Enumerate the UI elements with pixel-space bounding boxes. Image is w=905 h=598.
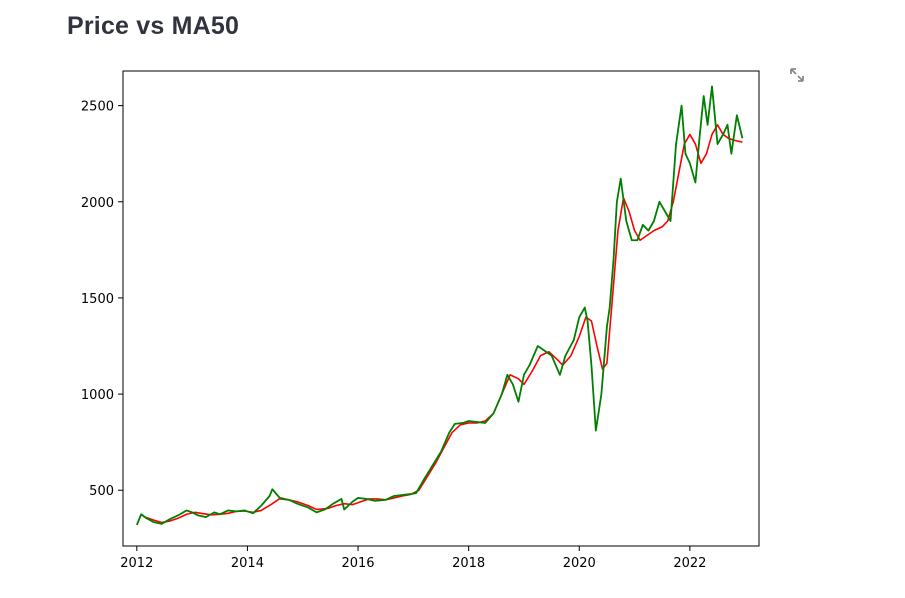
- y-tick-label: 2000: [81, 196, 114, 211]
- y-tick-label: 1500: [81, 292, 114, 307]
- x-tick-label: 2016: [341, 556, 374, 571]
- plot-frame: [122, 70, 760, 547]
- x-axis: 2012 2014 2016 2018 2020 2022: [120, 546, 706, 571]
- series-line-ma50: [144, 124, 743, 524]
- x-tick-label: 2018: [452, 556, 485, 571]
- y-tick-label: 1000: [81, 388, 114, 403]
- y-tick-label: 500: [89, 484, 114, 499]
- series-line-price: [135, 85, 744, 526]
- series-layer: [135, 85, 744, 526]
- page-title: Price vs MA50: [67, 12, 240, 40]
- y-tick-label: 2500: [81, 100, 114, 115]
- y-axis: 500 1000 1500 2000 2500: [81, 100, 123, 499]
- x-tick-label: 2014: [231, 556, 264, 571]
- x-tick-label: 2020: [563, 556, 596, 571]
- fullscreen-expand-icon[interactable]: [788, 66, 806, 84]
- x-tick-label: 2022: [673, 556, 706, 571]
- x-tick-label: 2012: [120, 556, 153, 571]
